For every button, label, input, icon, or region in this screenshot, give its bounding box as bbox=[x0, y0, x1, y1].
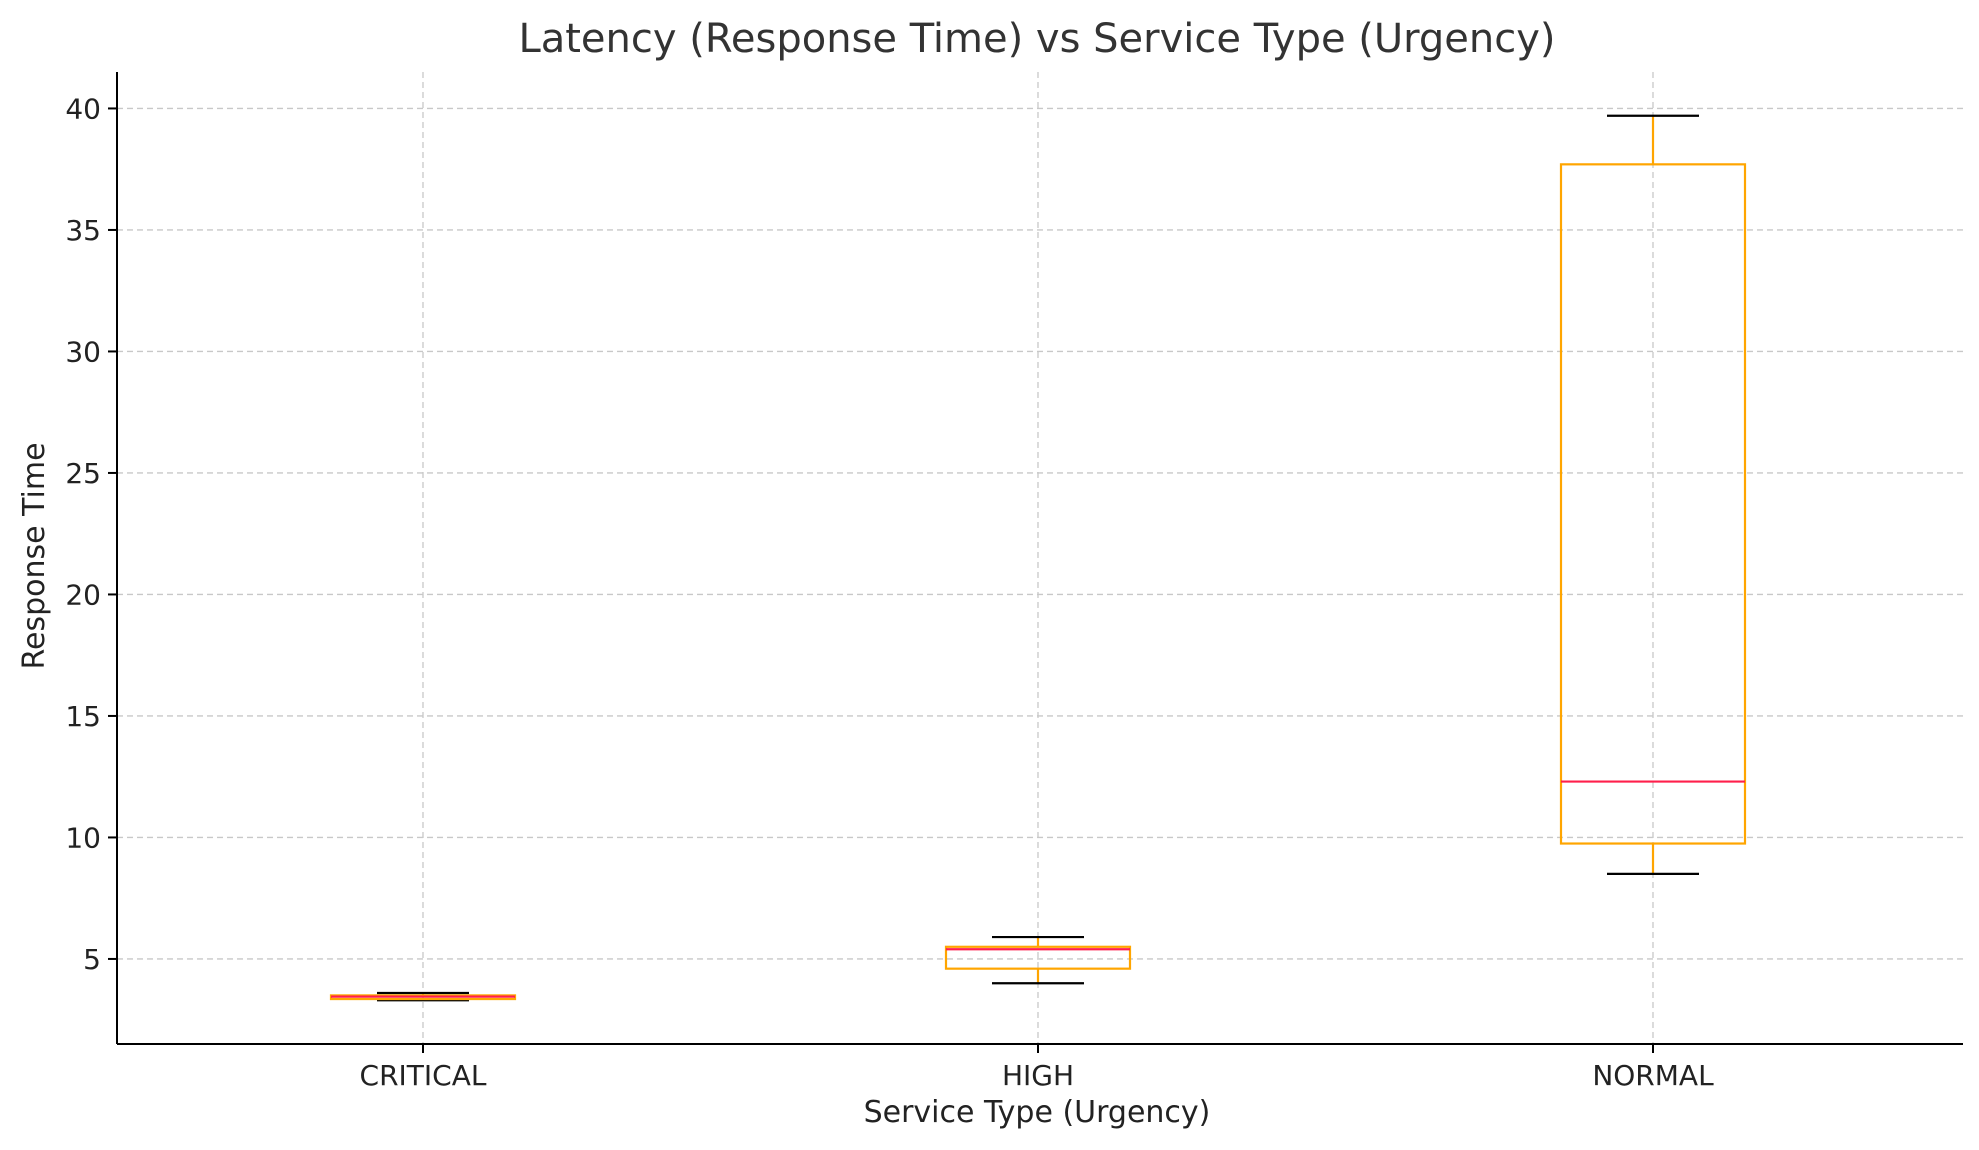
x-tick-label: CRITICAL bbox=[360, 1059, 487, 1092]
y-tick-label: 30 bbox=[65, 335, 101, 368]
y-tick-label: 20 bbox=[65, 578, 101, 611]
y-tick-label: 5 bbox=[83, 943, 101, 976]
y-tick-label: 35 bbox=[65, 214, 101, 247]
x-tick-label: NORMAL bbox=[1592, 1059, 1714, 1092]
y-tick-label: 10 bbox=[65, 821, 101, 854]
y-tick-label: 25 bbox=[65, 457, 101, 490]
x-tick-label: HIGH bbox=[1002, 1059, 1074, 1092]
box-critical bbox=[329, 991, 517, 1002]
box-normal bbox=[1559, 114, 1747, 876]
grid-layer bbox=[117, 72, 1963, 1044]
iqr-box bbox=[1559, 163, 1747, 845]
y-tick-label: 40 bbox=[65, 92, 101, 125]
y-axis-label: Response Time bbox=[17, 442, 52, 669]
box-layer bbox=[329, 114, 1747, 1002]
chart-title: Latency (Response Time) vs Service Type … bbox=[518, 16, 1555, 62]
x-axis-label: Service Type (Urgency) bbox=[864, 1095, 1211, 1130]
box-high bbox=[944, 935, 1132, 985]
iqr-box bbox=[944, 945, 1132, 970]
axis-layer: 5 10 15 20 25 30 35 40 CRITICAL HIGH NORMAL bbox=[65, 72, 1963, 1092]
y-tick-label: 15 bbox=[65, 700, 101, 733]
